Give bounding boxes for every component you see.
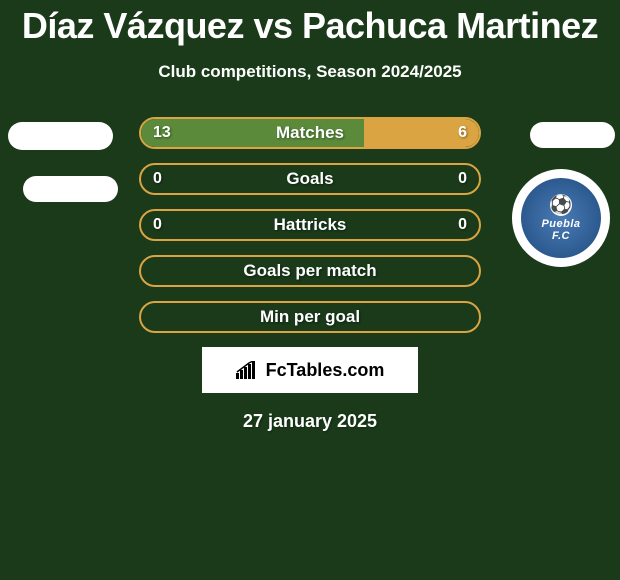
stat-value-left: 13	[153, 124, 171, 142]
stat-label: Goals	[286, 169, 333, 189]
page-subtitle: Club competitions, Season 2024/2025	[0, 62, 620, 82]
watermark-box: FcTables.com	[202, 347, 418, 393]
chart-bars-icon	[236, 361, 258, 379]
player-left-avatar	[8, 122, 113, 150]
player-right-avatar	[530, 122, 615, 148]
player-left-avatar-2	[23, 176, 118, 202]
stat-label: Goals per match	[243, 261, 376, 281]
stat-value-right: 0	[458, 170, 467, 188]
stat-row: 0 0 Goals	[139, 163, 481, 195]
stat-value-right: 6	[458, 124, 467, 142]
soccer-ball-icon	[550, 194, 572, 216]
stat-value-left: 0	[153, 216, 162, 234]
main-container: Díaz Vázquez vs Pachuca Martinez Club co…	[0, 0, 620, 432]
stat-row: 13 6 Matches	[139, 117, 481, 149]
team-logo-right: Puebla F.C	[512, 169, 610, 267]
stat-label: Hattricks	[274, 215, 347, 235]
stat-row: 0 0 Hattricks	[139, 209, 481, 241]
team-name-top: Puebla	[541, 218, 580, 230]
stat-value-right: 0	[458, 216, 467, 234]
stat-label: Matches	[276, 123, 344, 143]
watermark-text: FcTables.com	[266, 360, 385, 381]
stat-row: Min per goal	[139, 301, 481, 333]
team-logo-inner: Puebla F.C	[521, 178, 601, 258]
stat-label: Min per goal	[260, 307, 360, 327]
stat-value-left: 0	[153, 170, 162, 188]
stat-rows: 13 6 Matches 0 0 Goals 0 0 Hattricks Goals per ma…	[139, 117, 481, 333]
comparison-area: Puebla F.C 13 6 Matches 0 0 Goals 0 0 Hattricks G…	[0, 117, 620, 432]
date-text: 27 january 2025	[0, 411, 620, 432]
stat-row: Goals per match	[139, 255, 481, 287]
team-name-bottom: F.C	[552, 230, 570, 242]
page-title: Díaz Vázquez vs Pachuca Martinez	[0, 5, 620, 47]
